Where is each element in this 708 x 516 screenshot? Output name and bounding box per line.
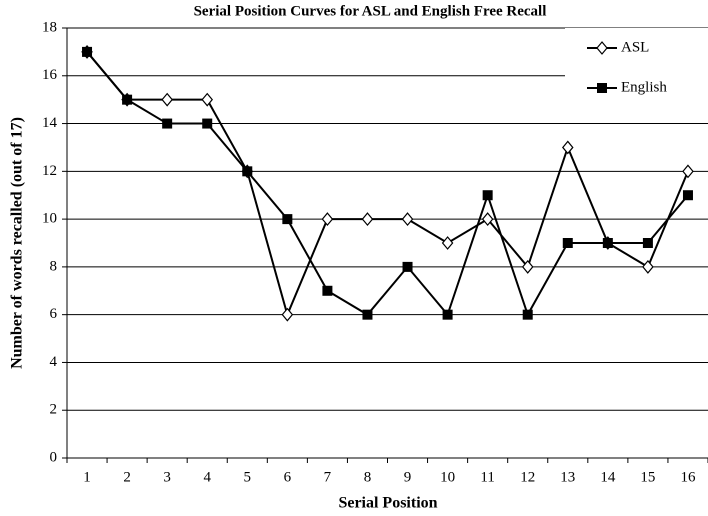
data-point xyxy=(602,238,613,248)
x-tick-label: 1 xyxy=(83,469,91,485)
x-tick-label: 10 xyxy=(440,469,455,485)
data-point xyxy=(161,92,173,107)
data-point xyxy=(482,190,493,201)
x-tick-label: 6 xyxy=(284,469,292,485)
y-tick-label: 2 xyxy=(50,402,58,418)
data-point xyxy=(201,92,214,107)
data-point xyxy=(442,309,453,320)
data-point xyxy=(642,238,653,248)
y-tick-label: 16 xyxy=(42,67,58,83)
data-point xyxy=(242,166,253,177)
x-tick-label: 13 xyxy=(560,469,575,485)
chart-title: Serial Position Curves for ASL and Engli… xyxy=(194,3,547,19)
y-tick-label: 6 xyxy=(50,306,58,322)
data-point xyxy=(281,307,294,322)
y-tick-label: 4 xyxy=(50,354,58,370)
x-tick-label: 12 xyxy=(520,469,535,485)
data-point xyxy=(122,94,133,105)
data-point xyxy=(682,164,694,179)
data-point xyxy=(481,212,494,227)
data-point xyxy=(401,212,414,227)
x-tick-label: 2 xyxy=(123,469,131,485)
legend-marker xyxy=(596,41,608,55)
x-tick-label: 9 xyxy=(404,469,412,485)
data-point xyxy=(361,212,374,227)
x-tick-label: 8 xyxy=(364,469,372,485)
data-point xyxy=(402,261,413,272)
data-point xyxy=(202,118,213,129)
y-tick-label: 12 xyxy=(42,163,57,179)
y-tick-label: 8 xyxy=(50,258,58,274)
data-point xyxy=(441,236,454,250)
x-tick-label: 16 xyxy=(680,469,696,485)
data-point xyxy=(522,309,533,320)
series-line xyxy=(86,51,689,318)
x-tick-label: 5 xyxy=(244,469,252,485)
data-point xyxy=(642,259,654,274)
y-tick-label: 14 xyxy=(42,115,58,131)
data-point xyxy=(562,238,573,248)
data-point xyxy=(322,285,333,296)
legend-label: English xyxy=(621,79,667,95)
legend-label: ASL xyxy=(621,39,649,55)
y-tick-label: 0 xyxy=(50,449,58,465)
x-tick-label: 11 xyxy=(480,469,494,485)
x-tick-label: 4 xyxy=(203,469,211,485)
x-tick-label: 14 xyxy=(600,469,616,485)
data-point xyxy=(682,190,693,201)
x-tick-label: 15 xyxy=(640,469,655,485)
x-axis-label: Serial Position xyxy=(338,495,437,512)
legend-marker xyxy=(597,83,607,93)
data-point xyxy=(362,309,373,320)
x-tick-label: 7 xyxy=(324,469,332,485)
data-point xyxy=(162,118,173,129)
data-point xyxy=(561,140,574,155)
data-point xyxy=(82,46,93,57)
series-line xyxy=(86,51,689,318)
data-point xyxy=(282,214,293,225)
y-tick-label: 18 xyxy=(42,19,57,35)
y-tick-label: 10 xyxy=(42,211,57,227)
data-point xyxy=(521,259,534,274)
data-point xyxy=(321,212,334,227)
x-tick-label: 3 xyxy=(163,469,171,485)
y-axis-label: Number of words recalled (out of 17) xyxy=(9,117,26,369)
